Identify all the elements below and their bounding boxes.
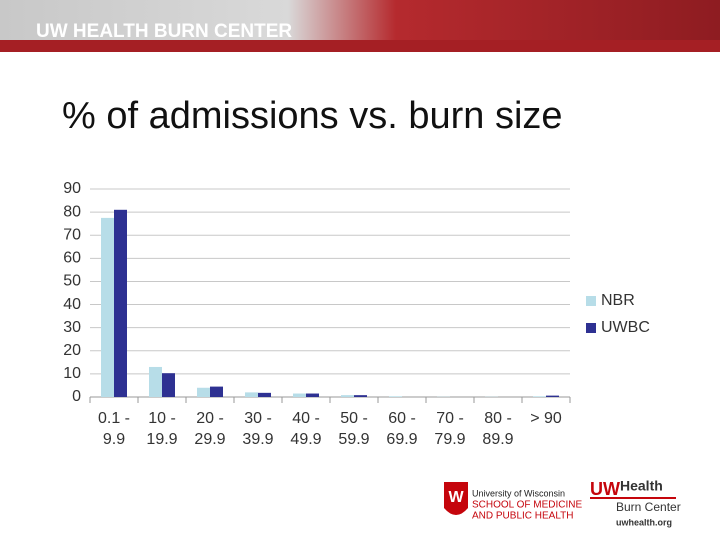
logo-text: SCHOOL OF MEDICINE bbox=[472, 500, 583, 511]
bar bbox=[533, 396, 546, 397]
logo-text: University of Wisconsin bbox=[472, 488, 565, 498]
y-tick-label: 40 bbox=[63, 296, 81, 313]
bar bbox=[197, 388, 210, 397]
y-tick-label: 80 bbox=[63, 203, 81, 220]
logo-text: UW bbox=[590, 479, 620, 499]
bar bbox=[546, 396, 559, 397]
x-tick-label: 30 -39.9 bbox=[242, 410, 273, 448]
legend-label: NBR bbox=[601, 292, 635, 309]
y-tick-label: 90 bbox=[63, 180, 81, 197]
y-tick-label: 60 bbox=[63, 250, 81, 267]
bar bbox=[354, 395, 367, 397]
bar bbox=[306, 394, 319, 397]
x-tick-label: 80 -89.9 bbox=[482, 410, 513, 448]
bar bbox=[101, 218, 114, 397]
bar bbox=[162, 373, 175, 397]
x-tick-label: 50 -59.9 bbox=[338, 410, 369, 448]
x-tick-label: 60 -69.9 bbox=[386, 410, 417, 448]
logo-text: Health bbox=[620, 478, 663, 494]
bar bbox=[389, 396, 402, 397]
y-tick-label: 50 bbox=[63, 273, 81, 290]
legend-swatch bbox=[586, 323, 596, 333]
chart-title: % of admissions vs. burn size bbox=[62, 95, 563, 137]
y-tick-label: 30 bbox=[63, 319, 81, 336]
x-tick-label: 10 -19.9 bbox=[146, 410, 177, 448]
logo-text: Burn Center bbox=[616, 500, 681, 514]
x-tick-label: 20 -29.9 bbox=[194, 410, 225, 448]
bar bbox=[341, 395, 354, 397]
legend-swatch bbox=[586, 296, 596, 306]
y-tick-label: 20 bbox=[63, 342, 81, 359]
bar bbox=[210, 387, 223, 397]
svg-text:W: W bbox=[448, 489, 464, 506]
logo-text: AND PUBLIC HEALTH bbox=[472, 511, 574, 522]
x-tick-label: 70 -79.9 bbox=[434, 410, 465, 448]
x-tick-label: > 90 bbox=[530, 410, 562, 427]
bar bbox=[293, 394, 306, 397]
x-tick-label: 0.1 -9.9 bbox=[98, 410, 130, 448]
header-title: UW HEALTH BURN CENTER bbox=[36, 21, 292, 42]
bar bbox=[245, 392, 258, 397]
bar bbox=[149, 367, 162, 397]
x-tick-label: 40 -49.9 bbox=[290, 410, 321, 448]
bar bbox=[114, 210, 127, 397]
bar bbox=[258, 393, 271, 397]
y-tick-label: 0 bbox=[72, 388, 81, 405]
y-tick-label: 10 bbox=[63, 365, 81, 382]
uw-shield: W bbox=[444, 482, 468, 515]
logo-text: uwhealth.org bbox=[616, 517, 672, 527]
legend-label: UWBC bbox=[601, 319, 650, 336]
y-tick-label: 70 bbox=[63, 226, 81, 243]
